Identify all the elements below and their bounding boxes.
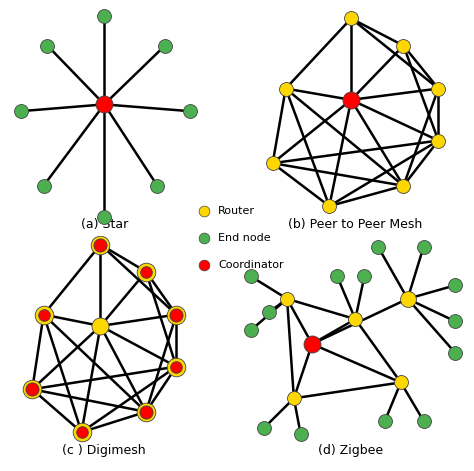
Point — [173, 311, 180, 318]
Point — [374, 243, 382, 251]
Point — [142, 268, 150, 276]
Point — [78, 429, 85, 436]
Text: Coordinator: Coordinator — [218, 260, 283, 270]
Point — [326, 203, 333, 210]
Point — [173, 311, 180, 318]
Point — [400, 42, 407, 49]
Point — [142, 408, 150, 415]
Point — [40, 311, 47, 318]
Point — [100, 12, 108, 20]
Point — [142, 408, 150, 415]
Point — [435, 85, 442, 92]
Point — [247, 272, 255, 280]
Point — [265, 309, 273, 316]
Point — [269, 159, 276, 167]
Point — [40, 182, 47, 189]
Point — [100, 214, 108, 221]
Text: (d) Zigbee: (d) Zigbee — [318, 444, 383, 457]
Point — [97, 241, 104, 248]
Point — [361, 272, 368, 280]
Point — [435, 137, 442, 144]
Point — [28, 385, 36, 393]
Point — [161, 42, 169, 49]
Point — [186, 107, 193, 115]
Point — [97, 322, 104, 330]
Text: (c ) Digimesh: (c ) Digimesh — [63, 444, 146, 457]
Point — [290, 395, 298, 402]
Point — [17, 107, 25, 115]
Text: (b) Peer to Peer Mesh: (b) Peer to Peer Mesh — [288, 218, 423, 231]
Point — [297, 430, 304, 438]
Point — [397, 379, 405, 386]
Point — [282, 85, 290, 92]
Point — [452, 282, 459, 289]
Point — [308, 340, 316, 348]
Point — [404, 295, 411, 302]
Point — [283, 295, 291, 302]
Point — [200, 261, 208, 268]
Point — [173, 363, 180, 370]
Point — [100, 101, 108, 108]
Point — [28, 385, 36, 393]
Point — [200, 207, 208, 214]
Point — [44, 42, 51, 49]
Point — [347, 15, 355, 22]
Point — [333, 272, 341, 280]
Point — [352, 316, 359, 323]
Point — [420, 417, 428, 425]
Text: Router: Router — [218, 205, 255, 216]
Text: End node: End node — [218, 233, 271, 243]
Point — [247, 327, 255, 334]
Point — [173, 363, 180, 370]
Point — [452, 317, 459, 325]
Point — [142, 268, 150, 276]
Point — [154, 182, 161, 189]
Point — [261, 424, 268, 431]
Text: (a) Star: (a) Star — [81, 218, 128, 231]
Point — [40, 311, 47, 318]
Point — [97, 241, 104, 248]
Point — [420, 243, 428, 251]
Point — [400, 182, 407, 189]
Point — [78, 429, 85, 436]
Point — [200, 234, 208, 242]
Point — [452, 349, 459, 357]
Point — [347, 96, 355, 104]
Point — [381, 417, 389, 425]
